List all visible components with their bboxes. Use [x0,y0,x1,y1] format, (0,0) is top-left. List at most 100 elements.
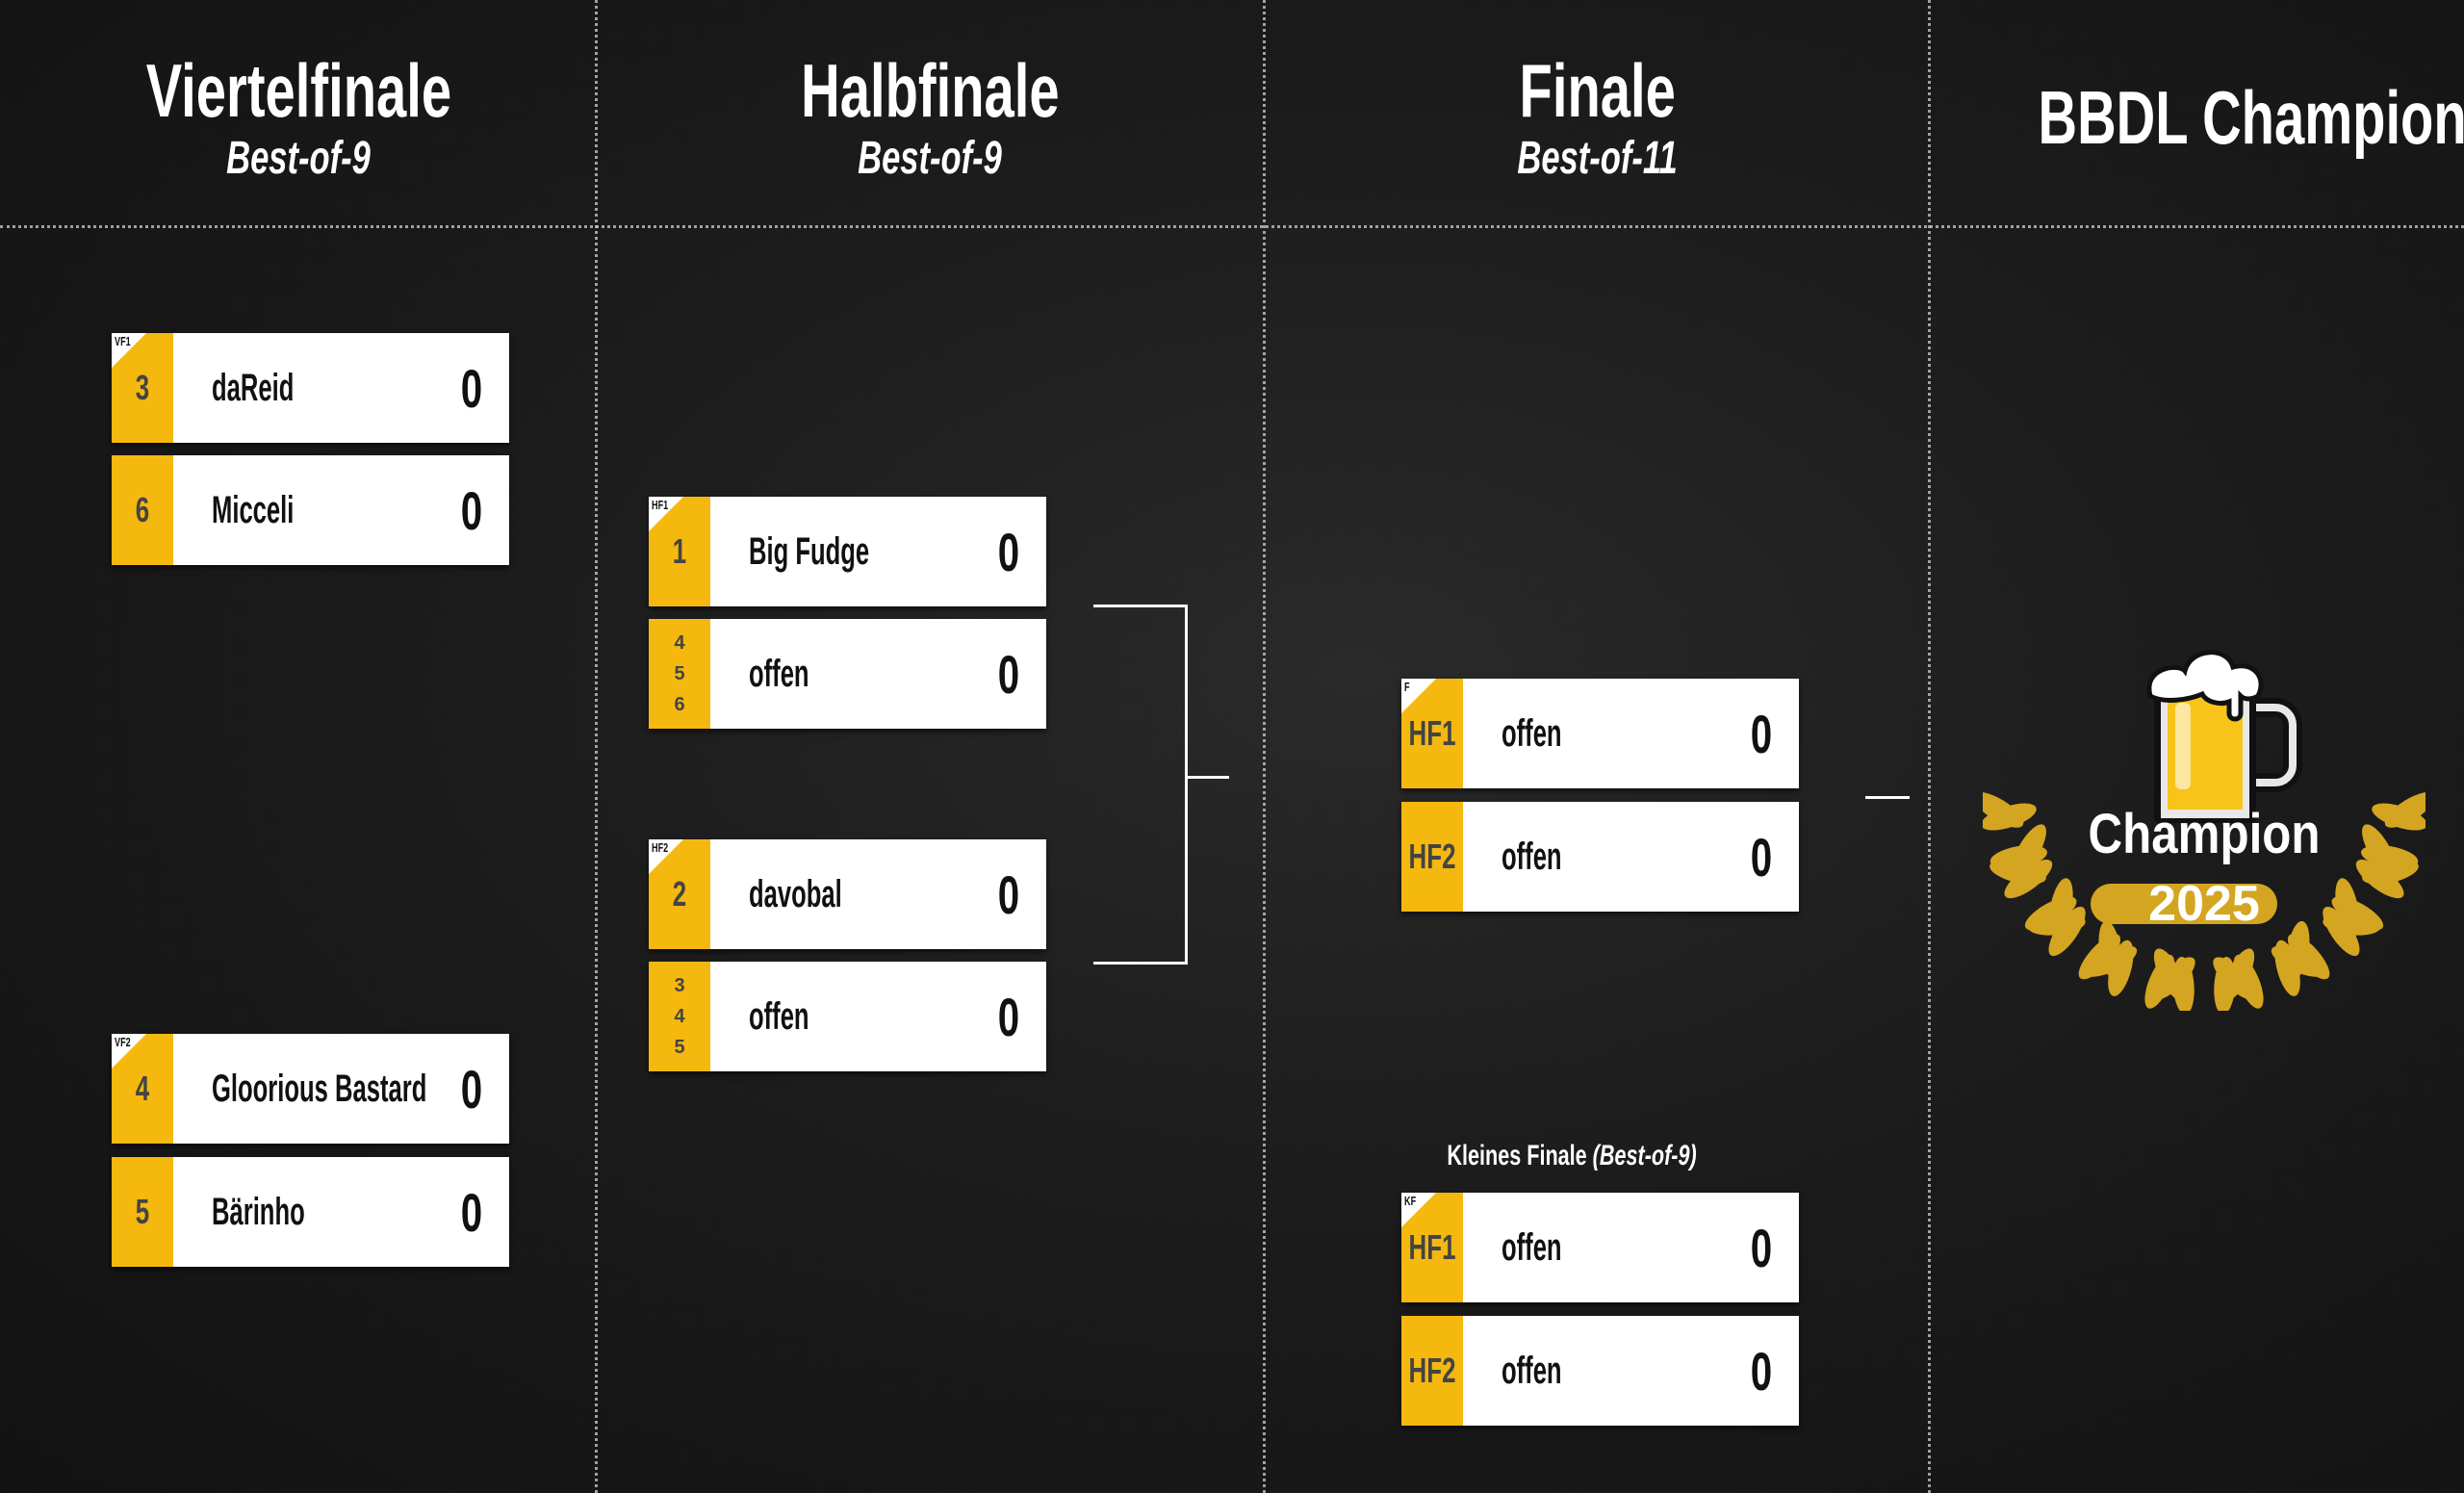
match-tag-corner [112,1034,146,1068]
player-score: 0 [460,479,482,541]
player-score: 0 [460,1058,482,1120]
match-tag-corner [112,333,146,368]
kleines-finale-title: Kleines Finale (Best-of-9) [1331,1140,1812,1172]
player-name: offen [749,652,809,695]
seed-text: HF2 [1408,1351,1456,1390]
player-name: Micceli [212,488,295,531]
player-name: offen [1502,1225,1562,1269]
player-score: 0 [1750,826,1772,888]
bracket-connector [1093,962,1187,965]
match-kf-player-1[interactable]: HF1 KF offen 0 [1401,1193,1799,1302]
seed-text: HF1 [1408,1227,1456,1267]
player-name: davobal [749,872,842,915]
laurel-leaf [1989,860,2046,885]
laurel-leaf [2027,913,2086,936]
player-name: offen [1502,1349,1562,1392]
column-header-halbfinale: Halbfinale Best-of-9 [689,53,1170,182]
player-score: 0 [997,986,1019,1047]
seed-line: 4 [674,1006,685,1027]
seed-line: 5 [674,663,685,684]
match-hf1-player-1[interactable]: 1 HF1 Big Fudge 0 [649,497,1046,606]
match-vf1-player-1[interactable]: 3 VF1 daReid 0 [112,333,509,443]
column-divider [1263,0,1266,1493]
column-header-champion: BBDL Champion [1955,80,2464,155]
column-title: Halbfinale [800,48,1060,133]
seed-text: HF1 [1408,713,1456,753]
match-tag-corner [649,497,683,531]
seed-line: 4 [674,632,685,654]
match-vf2-player-1[interactable]: 4 VF2 Gloorious Bastard 0 [112,1034,509,1144]
seed-text: 6 [135,490,150,529]
header-divider [0,225,2464,228]
match-kf-player-2[interactable]: HF2 offen 0 [1401,1316,1799,1426]
seed-text: 3 [135,368,150,407]
player-name: Big Fudge [749,529,870,573]
laurel-leaf [1983,791,2024,828]
laurel-leaf [2083,945,2138,977]
bracket-connector [1185,605,1188,965]
seed-line: 5 [674,1037,685,1058]
seed-text: 2 [672,874,687,914]
match-tag: HF1 [652,498,669,512]
seed-text: HF2 [1408,837,1456,876]
player-name: offen [1502,711,1562,755]
player-name: Bärinho [212,1190,305,1233]
match-tag: HF2 [652,840,669,855]
laurel-leaf [2335,878,2359,936]
seed-badge: 3 4 5 [649,962,710,1071]
match-vf2-player-2[interactable]: 5 Bärinho 0 [112,1157,509,1267]
match-tag-corner [649,839,683,874]
player-score: 0 [1750,703,1772,764]
column-subtitle: Best-of-9 [858,133,1002,184]
laurel-wreath-icon [1983,791,2426,1011]
player-score: 0 [460,1181,482,1243]
match-hf1-player-2[interactable]: 4 5 6 offen 0 [649,619,1046,729]
column-title: BBDL Champion [2038,75,2464,160]
match-tag-corner [1401,679,1436,713]
year-pill [2091,884,2277,924]
seed-text: 1 [672,531,687,571]
seed-line: 6 [674,694,685,715]
champion-year: 2025 [2148,876,2260,932]
column-title: Finale [1519,48,1677,133]
player-name: offen [1502,835,1562,878]
laurel-leaf [2362,824,2397,876]
bracket-connector [1185,776,1229,779]
seed-badge: 5 [112,1157,173,1267]
player-score: 0 [997,863,1019,925]
seed-text: 4 [135,1068,150,1108]
match-f-player-2[interactable]: HF2 offen 0 [1401,802,1799,912]
laurel-leaf [2221,948,2255,1001]
player-score: 0 [1750,1217,1772,1278]
player-score: 0 [997,521,1019,582]
match-tag: F [1404,680,1410,694]
column-subtitle: Best-of-9 [226,133,371,184]
column-header-finale: Finale Best-of-11 [1357,53,1838,182]
match-hf2-player-2[interactable]: 3 4 5 offen 0 [649,962,1046,1071]
match-hf2-player-1[interactable]: 2 HF2 davobal 0 [649,839,1046,949]
column-divider [1928,0,1931,1493]
seed-badge: 6 [112,455,173,565]
column-header-viertelfinale: Viertelfinale Best-of-9 [58,53,539,182]
player-name: offen [749,994,809,1038]
beer-mug-icon [2146,650,2302,823]
column-title: Viertelfinale [145,48,451,133]
kf-subtitle-text: (Best-of-9) [1592,1140,1697,1171]
match-vf1-player-2[interactable]: 6 Micceli 0 [112,455,509,565]
column-divider [595,0,598,1493]
seed-badge: 4 5 6 [649,619,710,729]
laurel-leaf [2384,791,2426,828]
seed-badge: HF2 [1401,1316,1463,1426]
champion-emblem: Champion 2025 [1983,650,2426,1011]
seed-badge: HF2 [1401,802,1463,912]
seed-line: 3 [674,975,685,996]
kf-title-text: Kleines Finale [1447,1140,1587,1171]
player-score: 0 [460,357,482,419]
player-name: Gloorious Bastard [212,1067,427,1110]
player-score: 0 [1750,1340,1772,1402]
seed-text: 5 [135,1192,150,1231]
player-score: 0 [997,643,1019,705]
laurel-leaf [2150,957,2195,1000]
match-tag: VF2 [115,1035,131,1049]
